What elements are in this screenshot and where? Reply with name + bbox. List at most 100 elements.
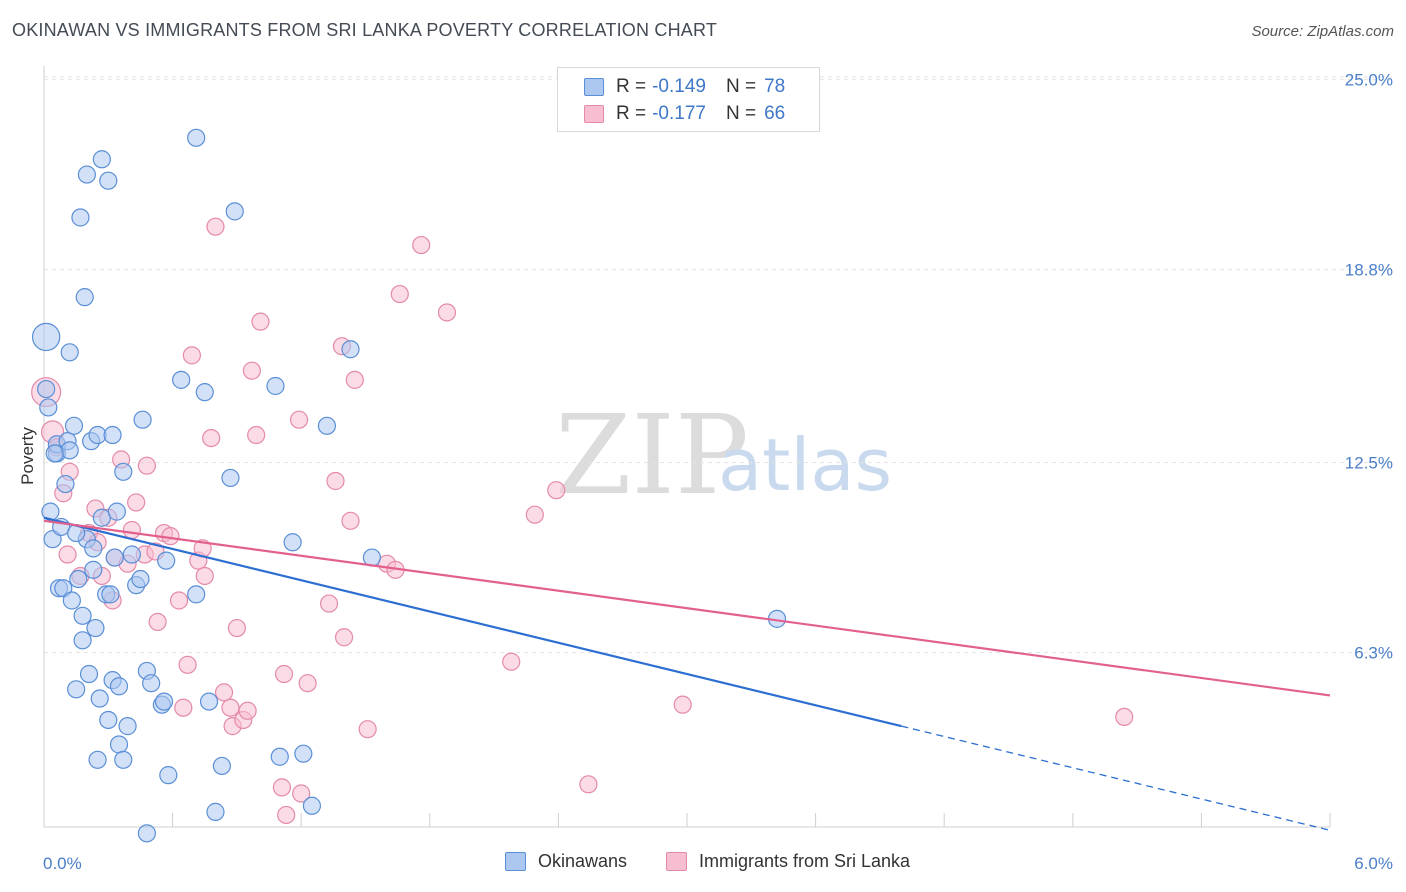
legend-swatch-pink [584, 105, 604, 123]
sri-lanka-point [341, 511, 360, 530]
bottom-legend-label: Okinawans [538, 851, 628, 871]
okinawans-point [60, 441, 79, 460]
okinawans-point [88, 750, 107, 769]
okinawans-point [60, 343, 79, 362]
sri-lanka-point [326, 471, 345, 491]
bottom-legend-swatch-pink [666, 852, 687, 871]
okinawans-point [103, 425, 122, 445]
okinawans-point [71, 208, 90, 227]
watermark: ZIP atlas [555, 391, 892, 519]
sri-lanka-point [673, 695, 692, 714]
okinawans-point [79, 664, 99, 684]
okinawans-point [90, 689, 109, 708]
okinawans-point [270, 747, 289, 766]
okinawans-point [64, 416, 84, 435]
okinawans-point [142, 674, 161, 693]
sri-lanka-point [182, 346, 201, 365]
okinawans-point [92, 150, 111, 169]
chart-title: OKINAWAN VS IMMIGRANTS FROM SRI LANKA PO… [12, 20, 718, 40]
okinawans-point [294, 744, 313, 763]
okinawans-point [84, 539, 103, 558]
okinawans-point [99, 710, 118, 730]
okinawans-point [109, 735, 129, 754]
sri-lanka-point [178, 655, 197, 674]
legend-row-sri-lanka: R = -0.177 N = 66 [584, 101, 785, 127]
sri-lanka-point [437, 303, 457, 322]
tick-labels: 6.3% 12.5% 18.8% 25.0% 0.0% 6.0% [43, 71, 1393, 873]
okinawans-point [37, 379, 56, 399]
watermark-zip: ZIP [555, 391, 749, 519]
watermark-atlas: atlas [718, 423, 892, 507]
okinawans-point [67, 680, 86, 699]
okinawans-trend-extrapolation [901, 725, 1331, 831]
okinawans-point [84, 560, 103, 579]
sri-lanka-point [390, 284, 409, 304]
sri-lanka-point [206, 217, 225, 236]
sri-lanka-point [272, 778, 292, 797]
okinawans-point [225, 202, 244, 221]
sri-lanka-point [334, 628, 354, 647]
bottom-legend-label: Immigrants from Sri Lanka [699, 851, 911, 871]
legend-r-value: -0.149 [652, 76, 706, 97]
okinawans-point [114, 750, 133, 769]
okinawans-point [114, 462, 133, 481]
okinawans-point [73, 631, 92, 650]
x-tick-label: 6.0% [1354, 854, 1393, 873]
sri-lanka-point [251, 312, 270, 331]
okinawans-point [266, 376, 285, 396]
bottom-legend-swatch-blue [505, 852, 526, 871]
trend-lines [43, 516, 1331, 831]
y-tick-label: 6.3% [1354, 644, 1393, 663]
sri-lanka-point [289, 410, 309, 429]
y-tick-label: 12.5% [1345, 454, 1393, 473]
okinawans-point [31, 322, 61, 352]
okinawans-point [69, 569, 88, 589]
sri-lanka-point [195, 566, 214, 586]
okinawans-point [187, 128, 206, 147]
okinawans-point [187, 585, 206, 604]
sri-lanka-trend-line [43, 519, 1331, 697]
series-okinawans-points [31, 128, 787, 843]
okinawans-point [341, 340, 360, 359]
okinawans-point [221, 468, 240, 488]
okinawans-point [195, 383, 214, 402]
sri-lanka-point [202, 428, 221, 448]
okinawans-point [56, 474, 75, 494]
okinawans-point [45, 444, 64, 463]
bottom-legend-sri-lanka: Immigrants from Sri Lanka [666, 851, 910, 872]
sri-lanka-point [412, 235, 431, 255]
sri-lanka-point [127, 493, 146, 512]
sri-lanka-point [242, 361, 262, 380]
okinawans-point [172, 370, 191, 389]
sri-lanka-point [214, 683, 234, 702]
okinawans-point [101, 585, 120, 604]
sri-lanka-point [238, 701, 257, 720]
okinawans-point [39, 398, 58, 417]
legend-n-label: N = [725, 103, 757, 124]
okinawans-point [133, 410, 152, 429]
sri-lanka-point [274, 664, 294, 684]
y-tick-label: 18.8% [1345, 261, 1393, 280]
okinawans-point [118, 717, 137, 736]
okinawans-point [212, 756, 231, 776]
sri-lanka-point [247, 425, 266, 445]
legend-r-value: -0.177 [652, 103, 706, 124]
sri-lanka-point [345, 370, 364, 389]
source-credit: Source: ZipAtlas.com [1251, 23, 1394, 40]
legend-n-value: 78 [764, 76, 786, 97]
okinawans-point [154, 692, 174, 711]
okinawans-point [199, 692, 219, 711]
sri-lanka-point [502, 652, 521, 671]
sri-lanka-point [122, 520, 141, 540]
legend-n-value: 66 [764, 103, 786, 124]
okinawans-point [109, 677, 129, 696]
y-axis-label: Poverty [18, 427, 37, 485]
okinawans-point [73, 606, 92, 625]
x-tick-label: 0.0% [43, 854, 82, 873]
sri-lanka-point [1115, 707, 1134, 727]
sri-lanka-point [148, 612, 167, 632]
okinawans-point [159, 766, 178, 785]
sri-lanka-point [137, 456, 156, 475]
okinawans-point [122, 545, 141, 564]
